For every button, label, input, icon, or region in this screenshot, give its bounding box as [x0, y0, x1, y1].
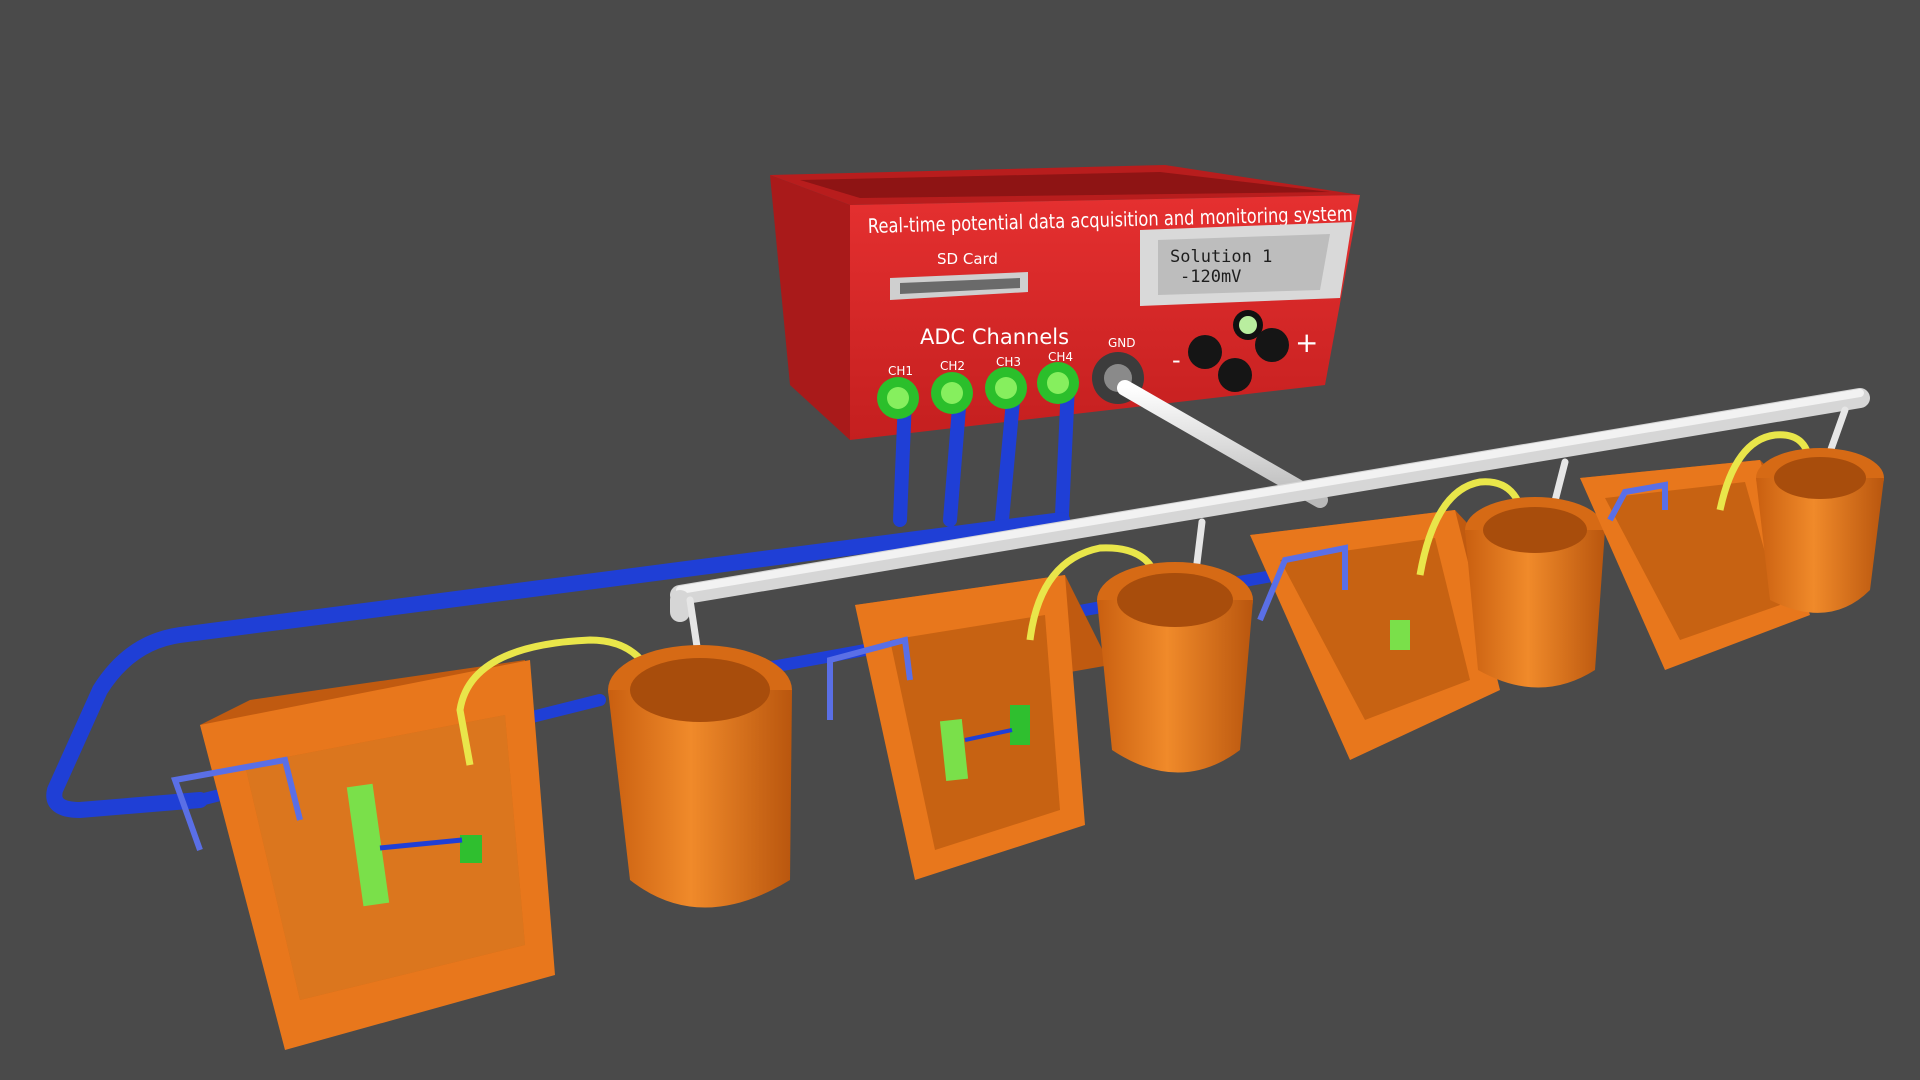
cell-2-electrode [939, 719, 969, 781]
cell-4 [1580, 431, 1884, 670]
lcd-line-1: Solution 1 [1170, 247, 1272, 267]
sd-card-slot-icon [890, 272, 1028, 300]
daq-device: Real-time potential data acquisition and… [770, 165, 1360, 440]
adc-channels-label: ADC Channels [920, 325, 1069, 349]
cell-3 [1250, 478, 1605, 760]
cell-1 [170, 636, 792, 1050]
channel-label-ch1: CH1 [888, 364, 913, 378]
minus-label: - [1172, 346, 1181, 374]
device-left-side [770, 175, 850, 440]
cell-2 [827, 544, 1253, 880]
cell-1-electrode [346, 783, 390, 907]
signal-main-bus [46, 512, 1070, 819]
signal-cable-ch2 [943, 388, 967, 527]
cell-1-blue-wire [170, 756, 303, 852]
channel-label-ch4: CH4 [1048, 350, 1073, 364]
lcd-line-2: -120mV [1180, 267, 1241, 287]
ground-cable [670, 380, 1870, 724]
lcd-display: Solution 1 -120mV [1140, 222, 1352, 306]
cell-1-cylinder-body [608, 690, 792, 908]
channel-label-ch2: CH2 [940, 359, 965, 373]
channel-connectors [877, 352, 1144, 419]
signal-cable-ch3 [995, 383, 1021, 527]
cell-3-electrode [1390, 620, 1410, 650]
plus-label: + [1295, 326, 1318, 359]
channel-label-ch3: CH3 [996, 355, 1021, 369]
signal-cable-ch4 [1055, 378, 1075, 522]
signal-cable-ch1 [893, 393, 912, 527]
sd-card-label: SD Card [937, 250, 998, 268]
device-inner-cavity [800, 172, 1330, 198]
jog-buttons-icon [1188, 310, 1289, 392]
gnd-label: GND [1108, 336, 1136, 350]
